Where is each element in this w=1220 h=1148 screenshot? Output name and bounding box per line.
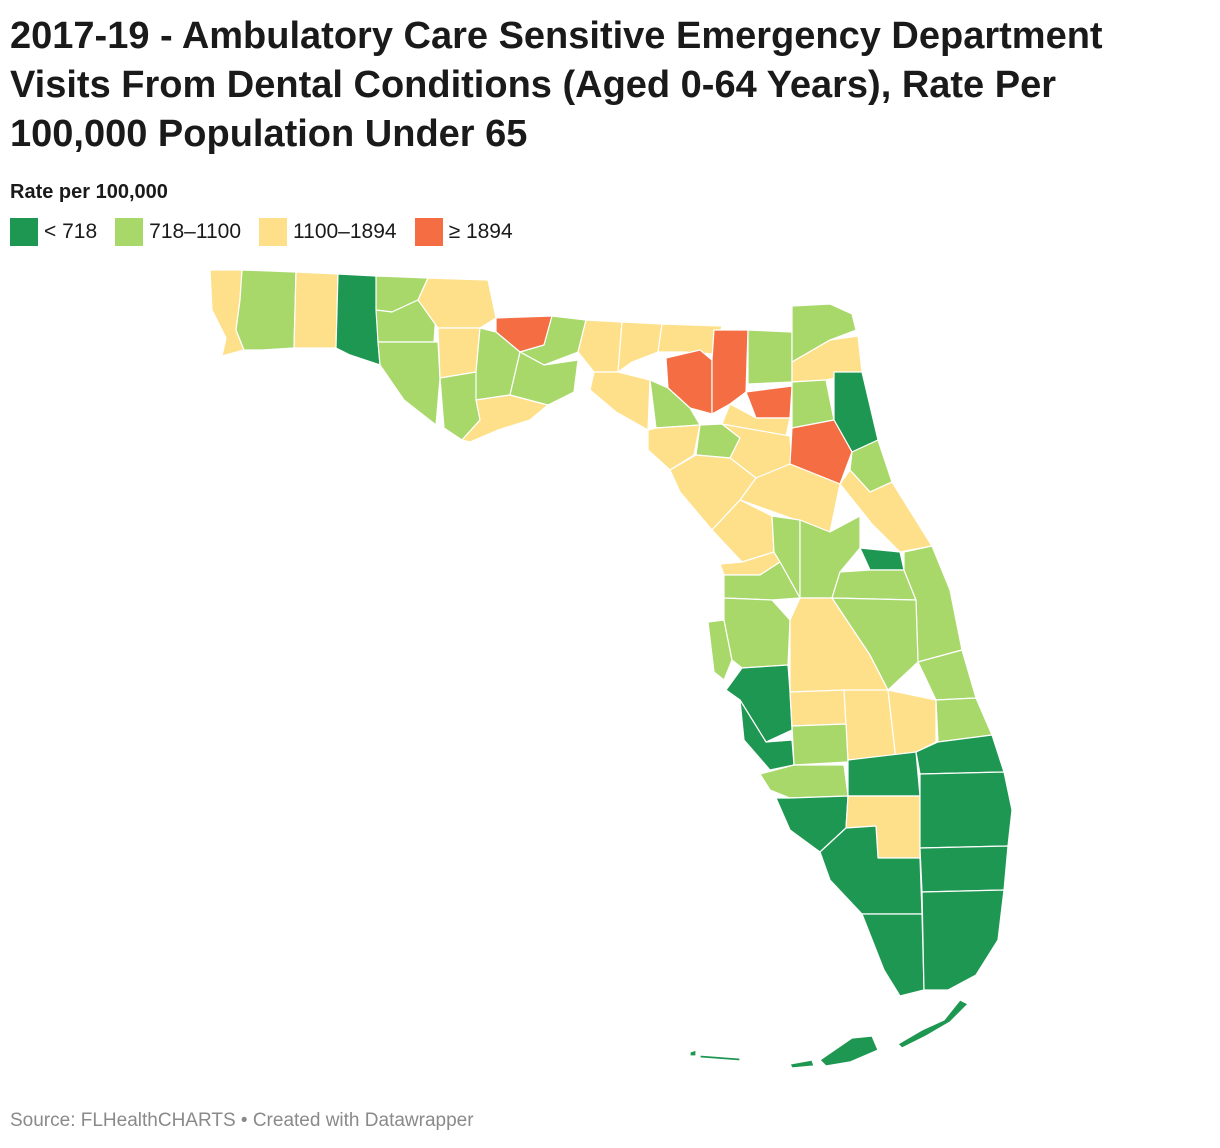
source-note: Source: FLHealthCHARTS • Created with Da… bbox=[10, 1110, 474, 1131]
legend-swatch bbox=[414, 218, 443, 246]
florida-keys bbox=[699, 1054, 741, 1062]
county-osceola[interactable] bbox=[831, 597, 919, 691]
county-desoto[interactable] bbox=[791, 723, 849, 766]
county-monroe[interactable] bbox=[861, 913, 925, 997]
legend-swatch bbox=[115, 218, 144, 246]
county-palm-beach[interactable] bbox=[919, 771, 1013, 849]
county-hillsborough[interactable] bbox=[723, 597, 791, 669]
legend-label: ≥ 1894 bbox=[448, 220, 513, 243]
florida-keys bbox=[897, 999, 969, 1049]
florida-county-map bbox=[209, 269, 1013, 1069]
legend-label: 1100–1894 bbox=[293, 220, 397, 243]
county-baker[interactable] bbox=[747, 329, 793, 385]
county-martin[interactable] bbox=[915, 734, 1005, 775]
county-walton[interactable] bbox=[335, 273, 381, 366]
county-union[interactable] bbox=[745, 385, 793, 419]
legend-label: < 718 bbox=[44, 220, 98, 243]
county-volusia[interactable] bbox=[839, 469, 933, 553]
county-taylor[interactable] bbox=[589, 371, 651, 431]
county-st-lucie[interactable] bbox=[935, 697, 993, 743]
county-highlands[interactable] bbox=[843, 689, 897, 761]
county-manatee[interactable] bbox=[725, 664, 793, 743]
legend-title: Rate per 100,000 bbox=[10, 181, 168, 203]
county-santa-rosa[interactable] bbox=[235, 269, 297, 351]
county-hardee[interactable] bbox=[789, 689, 847, 727]
county-okaloosa[interactable] bbox=[293, 271, 339, 349]
legend: < 718 718–1100 1100–1894 ≥ 1894 bbox=[10, 218, 531, 246]
chart-title: 2017-19 - Ambulatory Care Sensitive Emer… bbox=[10, 15, 1103, 155]
county-jefferson[interactable] bbox=[577, 319, 623, 373]
county-charlotte[interactable] bbox=[759, 764, 849, 799]
legend-item-low[interactable]: < 718 bbox=[10, 218, 97, 246]
county-glades[interactable] bbox=[847, 751, 921, 797]
county-orange[interactable] bbox=[831, 569, 917, 601]
county-pinellas[interactable] bbox=[707, 619, 733, 681]
county-seminole[interactable] bbox=[859, 547, 905, 571]
county-columbia[interactable] bbox=[711, 329, 749, 415]
legend-item-mid-high[interactable]: 1100–1894 bbox=[259, 218, 397, 246]
legend-item-mid-low[interactable]: 718–1100 bbox=[115, 218, 241, 246]
legend-swatch bbox=[259, 218, 288, 246]
florida-keys bbox=[819, 1035, 879, 1067]
county-lafayette[interactable] bbox=[649, 379, 701, 429]
county-broward[interactable] bbox=[919, 845, 1009, 893]
county-marion[interactable] bbox=[739, 463, 841, 533]
florida-keys bbox=[789, 1059, 815, 1069]
legend-label: 718–1100 bbox=[149, 220, 242, 243]
county-madison[interactable] bbox=[617, 321, 663, 373]
county-dixie[interactable] bbox=[647, 424, 701, 471]
county-calhoun[interactable] bbox=[437, 327, 481, 379]
county-wakulla[interactable] bbox=[509, 351, 579, 406]
county-putnam[interactable] bbox=[789, 419, 853, 485]
legend-item-high[interactable]: ≥ 1894 bbox=[414, 218, 513, 246]
legend-swatch bbox=[10, 218, 38, 246]
county-miami-dade[interactable] bbox=[921, 889, 1005, 991]
florida-keys bbox=[689, 1049, 697, 1057]
county-bay[interactable] bbox=[377, 341, 441, 426]
